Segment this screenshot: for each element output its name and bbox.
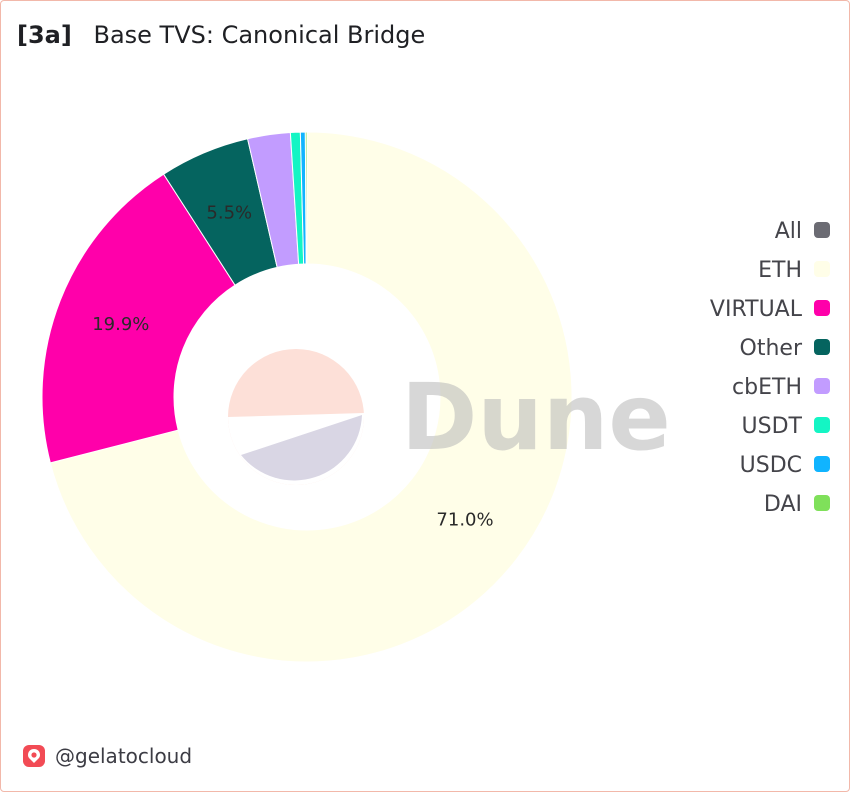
legend-item-usdt[interactable]: USDT [742, 414, 830, 439]
legend-swatch [814, 378, 830, 394]
gelato-logo-icon [23, 745, 45, 767]
chart-header: [3a] Base TVS: Canonical Bridge [17, 21, 425, 49]
legend-swatch [814, 261, 830, 277]
slices-layer [41, 131, 573, 663]
legend-swatch [814, 339, 830, 355]
slice-label-virtual: 19.9% [92, 314, 149, 335]
legend-item-virtual[interactable]: VIRTUAL [710, 297, 830, 322]
footer: @gelatocloud [23, 744, 192, 768]
chart-tag: [3a] [17, 21, 72, 49]
legend-label: USDC [740, 453, 802, 478]
legend-label: cbETH [732, 375, 802, 400]
legend-item-cbeth[interactable]: cbETH [732, 375, 830, 400]
legend-item-dai[interactable]: DAI [764, 492, 830, 517]
legend-item-all[interactable]: All [775, 219, 830, 244]
slice-dai[interactable] [304, 131, 308, 265]
legend-item-other[interactable]: Other [740, 336, 830, 361]
chart-title: Base TVS: Canonical Bridge [93, 21, 426, 49]
slice-virtual[interactable] [41, 173, 236, 464]
legend-swatch [814, 300, 830, 316]
legend-label: Other [740, 336, 803, 361]
legend-label: VIRTUAL [710, 297, 803, 322]
slice-label-other: 5.5% [206, 203, 252, 224]
slice-label-eth: 71.0% [436, 510, 493, 531]
legend: All ETH VIRTUAL Other cbETH USDT USDC DAI [710, 219, 830, 517]
legend-label: DAI [764, 492, 802, 517]
dune-watermark: Dune [401, 364, 671, 471]
legend-swatch [814, 417, 830, 433]
slice-labels-layer: 71.0% 19.9% 5.5% [92, 203, 493, 531]
dune-logo-icon [228, 349, 364, 485]
legend-swatch [814, 495, 830, 511]
legend-item-eth[interactable]: ETH [758, 258, 830, 283]
legend-item-usdc[interactable]: USDC [740, 453, 830, 478]
legend-swatch [814, 222, 830, 238]
legend-label: All [775, 219, 802, 244]
legend-swatch [814, 456, 830, 472]
slice-eth[interactable] [49, 131, 573, 663]
legend-label: ETH [758, 258, 802, 283]
footer-handle[interactable]: @gelatocloud [55, 744, 193, 768]
legend-label: USDT [742, 414, 803, 439]
